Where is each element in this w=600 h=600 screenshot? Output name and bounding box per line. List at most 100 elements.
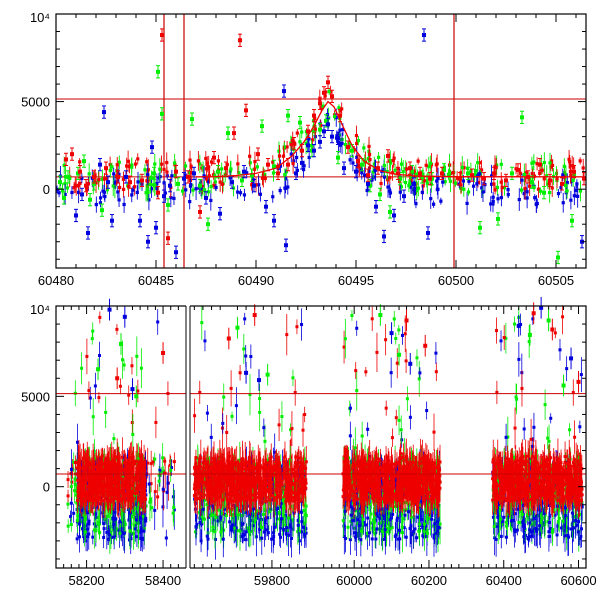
data-point (169, 196, 173, 200)
y-tick-label: 0 (43, 182, 50, 197)
data-point (215, 469, 219, 473)
data-point (318, 101, 322, 106)
data-point (110, 492, 114, 496)
data-point (162, 489, 166, 493)
data-point (120, 490, 124, 494)
data-point (390, 171, 395, 175)
data-point (70, 467, 74, 471)
data-point (129, 522, 133, 526)
data-point (284, 243, 288, 248)
data-point (135, 354, 139, 358)
data-point (333, 114, 337, 119)
data-point (338, 143, 342, 147)
data-point (176, 181, 180, 186)
data-point (262, 426, 266, 430)
data-point (201, 507, 205, 511)
data-point (248, 154, 252, 158)
data-point (362, 146, 366, 150)
data-point (203, 498, 207, 502)
data-point (313, 127, 317, 131)
data-point (209, 435, 213, 439)
data-point (92, 485, 96, 489)
data-point (72, 460, 76, 464)
data-point (104, 489, 108, 493)
data-point (172, 508, 176, 512)
data-point (60, 189, 65, 193)
data-point (76, 440, 80, 444)
data-point (405, 167, 409, 171)
data-point (163, 459, 167, 463)
data-point (297, 539, 301, 543)
data-point (105, 465, 109, 469)
data-point (79, 476, 83, 480)
data-point (271, 195, 275, 199)
data-point (128, 461, 132, 465)
data-point (548, 161, 552, 165)
data-point (154, 420, 158, 424)
data-point (123, 477, 127, 481)
data-point (469, 169, 473, 173)
data-point (238, 191, 243, 195)
data-point (125, 488, 129, 492)
data-point (97, 520, 101, 524)
data-point (416, 159, 420, 163)
data-point (87, 461, 91, 465)
data-point (173, 161, 177, 165)
data-point (152, 171, 156, 176)
data-point (323, 94, 327, 98)
data-point (134, 502, 138, 506)
data-point (295, 155, 299, 160)
data-point (244, 354, 248, 358)
data-point (278, 164, 283, 168)
data-point (115, 462, 119, 466)
data-point (142, 460, 146, 464)
data-point (164, 536, 168, 540)
data-point (301, 167, 306, 172)
data-point (148, 497, 152, 501)
data-point (149, 482, 153, 486)
data-point (132, 460, 136, 464)
data-point (565, 181, 569, 185)
data-point (392, 213, 396, 218)
data-point (170, 466, 174, 470)
data-point (467, 179, 471, 183)
data-point (371, 170, 375, 174)
data-point (326, 80, 330, 85)
data-point (300, 160, 304, 165)
data-point (220, 527, 224, 531)
data-point (78, 169, 82, 174)
data-point (194, 525, 198, 529)
data-point (146, 172, 150, 177)
data-point (206, 515, 210, 519)
data-point (170, 174, 174, 178)
data-point (306, 143, 310, 148)
data-point (128, 474, 132, 478)
data-point (131, 188, 135, 192)
data-point (202, 188, 207, 192)
data-point (289, 455, 293, 459)
data-point (254, 535, 258, 539)
data-point (548, 190, 552, 195)
data-point (214, 185, 218, 190)
data-point (124, 494, 128, 498)
data-point (282, 89, 286, 94)
model-curve (195, 100, 586, 178)
data-point (432, 202, 436, 206)
data-point (238, 38, 242, 43)
data-point (77, 461, 81, 465)
data-point (80, 192, 84, 197)
data-point (280, 467, 284, 471)
data-point (83, 468, 87, 472)
data-point (202, 458, 206, 462)
data-point (83, 530, 87, 534)
data-point (101, 491, 105, 495)
data-point (441, 180, 445, 184)
data-point (113, 480, 117, 484)
data-point (283, 173, 287, 177)
data-point (533, 196, 537, 200)
data-point (229, 167, 233, 171)
data-point (443, 180, 447, 184)
data-point (310, 138, 315, 142)
data-point (253, 518, 257, 522)
data-point (91, 497, 95, 501)
